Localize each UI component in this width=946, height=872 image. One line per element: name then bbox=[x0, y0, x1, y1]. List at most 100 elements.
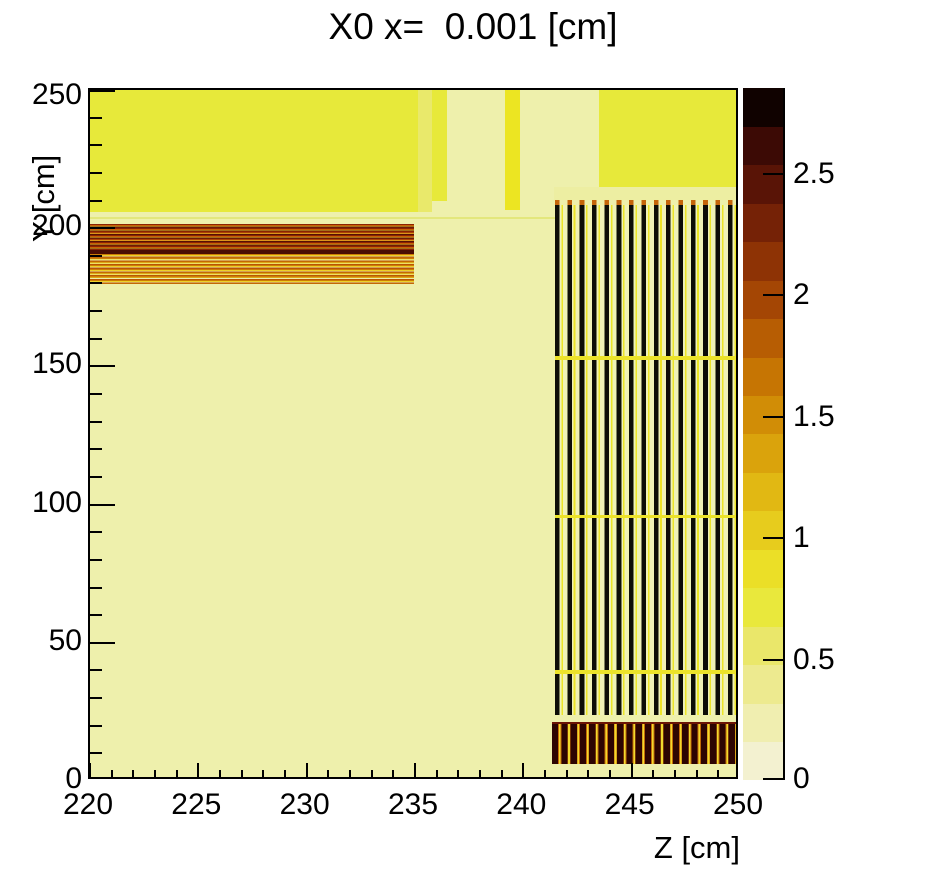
colorbar-block bbox=[743, 126, 783, 166]
x-axis-tick-label: 245 bbox=[604, 788, 655, 821]
x-minor-tick bbox=[219, 770, 221, 777]
x-major-tick bbox=[90, 763, 91, 777]
x-axis-title: Z [cm] bbox=[653, 830, 740, 865]
x-axis-tick-label: 235 bbox=[387, 788, 439, 821]
y-major-tick bbox=[90, 777, 115, 779]
x-axis-tick-label: 225 bbox=[171, 788, 222, 821]
y-major-tick bbox=[90, 90, 115, 92]
y-minor-tick bbox=[90, 282, 102, 285]
x-minor-tick bbox=[457, 770, 460, 777]
y-minor-tick bbox=[90, 697, 102, 700]
y-minor-tick bbox=[90, 669, 102, 672]
x-major-tick bbox=[522, 763, 525, 777]
colorbar-block bbox=[743, 280, 783, 320]
x-minor-tick bbox=[132, 770, 135, 777]
y-minor-tick bbox=[90, 144, 102, 147]
colorbar-block bbox=[743, 203, 783, 243]
x-axis-tick-label: 220 bbox=[62, 788, 114, 821]
y-minor-tick bbox=[90, 254, 102, 257]
x-minor-tick bbox=[435, 770, 438, 777]
colorbar-block bbox=[743, 472, 783, 512]
x-minor-tick bbox=[327, 770, 330, 777]
x-minor-tick bbox=[349, 770, 351, 777]
x-minor-tick bbox=[154, 770, 156, 777]
colorbar-tick-label: 1 bbox=[793, 521, 810, 555]
y-axis-tick-label: 250 bbox=[31, 78, 82, 111]
colorbar-block bbox=[743, 741, 783, 781]
x-minor-tick bbox=[175, 770, 178, 777]
colorbar-tick-label: 1.5 bbox=[793, 399, 835, 433]
y-minor-tick bbox=[90, 586, 102, 589]
colorbar-block bbox=[743, 164, 783, 204]
x-minor-tick bbox=[587, 770, 590, 777]
colorbar-tick bbox=[763, 658, 783, 661]
colorbar-block bbox=[743, 664, 783, 704]
x-minor-tick bbox=[479, 770, 481, 777]
x-minor-tick bbox=[262, 770, 265, 777]
yellow-hline-upper bbox=[554, 356, 736, 360]
x-minor-tick bbox=[544, 770, 546, 777]
x-axis-tick-label: 230 bbox=[279, 788, 330, 821]
y-minor-tick bbox=[90, 448, 102, 451]
colorbar-tick bbox=[763, 778, 783, 780]
colorbar-block bbox=[743, 88, 783, 127]
y-minor-tick bbox=[90, 337, 102, 340]
y-minor-tick bbox=[90, 199, 102, 202]
x-minor-tick bbox=[695, 770, 698, 777]
colorbar-tick-label: 2.5 bbox=[793, 156, 835, 190]
y-minor-tick bbox=[90, 531, 102, 534]
colorbar-block bbox=[743, 357, 783, 397]
y-minor-tick bbox=[90, 558, 102, 561]
x-minor-tick bbox=[565, 770, 568, 777]
y-major-tick bbox=[90, 503, 115, 506]
dark-comb-block bbox=[551, 724, 736, 764]
v-stripes bbox=[554, 204, 736, 715]
y-major-tick bbox=[90, 641, 115, 644]
y-axis-tick-label: 150 bbox=[31, 347, 82, 381]
x-axis-tick-label: 240 bbox=[496, 788, 547, 821]
y-minor-tick bbox=[90, 752, 102, 755]
h-stripes-dark-band bbox=[90, 250, 414, 254]
colorbar-tick bbox=[763, 415, 783, 418]
y-major-tick bbox=[90, 365, 115, 368]
colorbar-block bbox=[743, 434, 783, 473]
x-minor-tick bbox=[240, 770, 243, 777]
yellow-hline-lower bbox=[554, 669, 736, 674]
y-minor-tick bbox=[90, 724, 102, 727]
x-major-tick bbox=[414, 763, 416, 777]
yellow-column bbox=[432, 90, 448, 201]
colorbar-block bbox=[743, 587, 783, 627]
colorbar-block bbox=[743, 241, 783, 281]
y-minor-tick bbox=[90, 310, 102, 313]
y-minor-tick bbox=[90, 614, 102, 617]
yellow-hline-middle bbox=[554, 514, 736, 518]
x-minor-tick bbox=[717, 770, 720, 777]
colorbar-tick-label: 0 bbox=[793, 762, 810, 795]
plot-title: X0 x= 0.001 [cm] bbox=[328, 6, 618, 47]
x-minor-tick bbox=[392, 770, 395, 777]
y-minor-tick bbox=[90, 420, 102, 423]
colorbar-block bbox=[743, 549, 783, 589]
x-minor-tick bbox=[652, 770, 655, 777]
colorbar-block bbox=[743, 510, 783, 550]
v-stripe-caps bbox=[554, 200, 736, 205]
y-minor-tick bbox=[90, 171, 102, 174]
y-axis-tick-label: 50 bbox=[48, 623, 82, 657]
x-axis-tick-label: 250 bbox=[712, 788, 764, 821]
y-axis-tick-label: 200 bbox=[31, 209, 82, 243]
x-minor-tick bbox=[500, 770, 503, 777]
h-stripes-lower bbox=[90, 253, 414, 285]
yellow-block-top-right bbox=[599, 90, 736, 188]
plot-area bbox=[88, 88, 738, 779]
faint-yellow-line bbox=[90, 216, 643, 219]
y-axis-tick-label: 100 bbox=[31, 485, 82, 519]
y-minor-tick bbox=[90, 475, 102, 478]
pale-band-under-right-block bbox=[553, 187, 736, 200]
light-yellow-column bbox=[418, 90, 433, 212]
colorbar-block bbox=[743, 395, 783, 435]
colorbar-tick bbox=[763, 172, 783, 175]
colorbar-tick bbox=[763, 537, 783, 540]
colorbar-block bbox=[743, 318, 783, 358]
x-minor-tick bbox=[674, 770, 676, 777]
